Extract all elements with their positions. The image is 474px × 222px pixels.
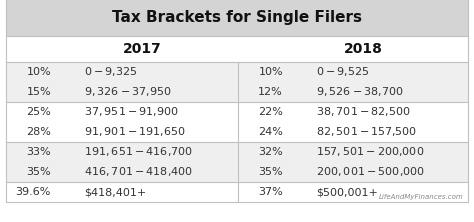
- Bar: [6, 0, 468, 36]
- Text: $82,501-$157,500: $82,501-$157,500: [316, 125, 417, 139]
- Text: $416,701-$418,400: $416,701-$418,400: [84, 165, 193, 178]
- Text: 24%: 24%: [258, 127, 283, 137]
- Bar: [6, 36, 468, 62]
- Text: 10%: 10%: [27, 67, 51, 77]
- Text: $38,701-$82,500: $38,701-$82,500: [316, 105, 411, 119]
- Text: $37,951-$91,900: $37,951-$91,900: [84, 105, 179, 119]
- Text: 15%: 15%: [27, 87, 51, 97]
- Text: 2018: 2018: [344, 42, 383, 56]
- Bar: [6, 162, 468, 182]
- Text: 2017: 2017: [123, 42, 161, 56]
- Text: 35%: 35%: [258, 167, 283, 177]
- Text: $0-$9,325: $0-$9,325: [84, 65, 137, 79]
- Text: 37%: 37%: [258, 187, 283, 197]
- Text: 33%: 33%: [27, 147, 51, 157]
- Text: 22%: 22%: [258, 107, 283, 117]
- Text: 25%: 25%: [26, 107, 51, 117]
- Text: $9,526-$38,700: $9,526-$38,700: [316, 85, 404, 99]
- Bar: [6, 122, 468, 142]
- Text: $500,001+: $500,001+: [316, 187, 378, 197]
- Text: 39.6%: 39.6%: [16, 187, 51, 197]
- Bar: [6, 182, 468, 202]
- Text: $91,901-$191,650: $91,901-$191,650: [84, 125, 186, 139]
- Text: $157,501-$200,000: $157,501-$200,000: [316, 145, 424, 159]
- Text: $418,401+: $418,401+: [84, 187, 146, 197]
- Text: 10%: 10%: [258, 67, 283, 77]
- Text: $0-$9,525: $0-$9,525: [316, 65, 370, 79]
- Text: 32%: 32%: [258, 147, 283, 157]
- Text: $200,001-$500,000: $200,001-$500,000: [316, 165, 425, 178]
- Text: LifeAndMyFinances.com: LifeAndMyFinances.com: [379, 194, 464, 200]
- Bar: [6, 102, 468, 122]
- Text: 12%: 12%: [258, 87, 283, 97]
- Bar: [6, 142, 468, 162]
- Text: Tax Brackets for Single Filers: Tax Brackets for Single Filers: [112, 10, 362, 26]
- Text: $9,326-$37,950: $9,326-$37,950: [84, 85, 172, 99]
- Text: 28%: 28%: [26, 127, 51, 137]
- Text: $191,651-$416,700: $191,651-$416,700: [84, 145, 193, 159]
- Bar: [6, 62, 468, 82]
- Text: 35%: 35%: [27, 167, 51, 177]
- Bar: [6, 82, 468, 102]
